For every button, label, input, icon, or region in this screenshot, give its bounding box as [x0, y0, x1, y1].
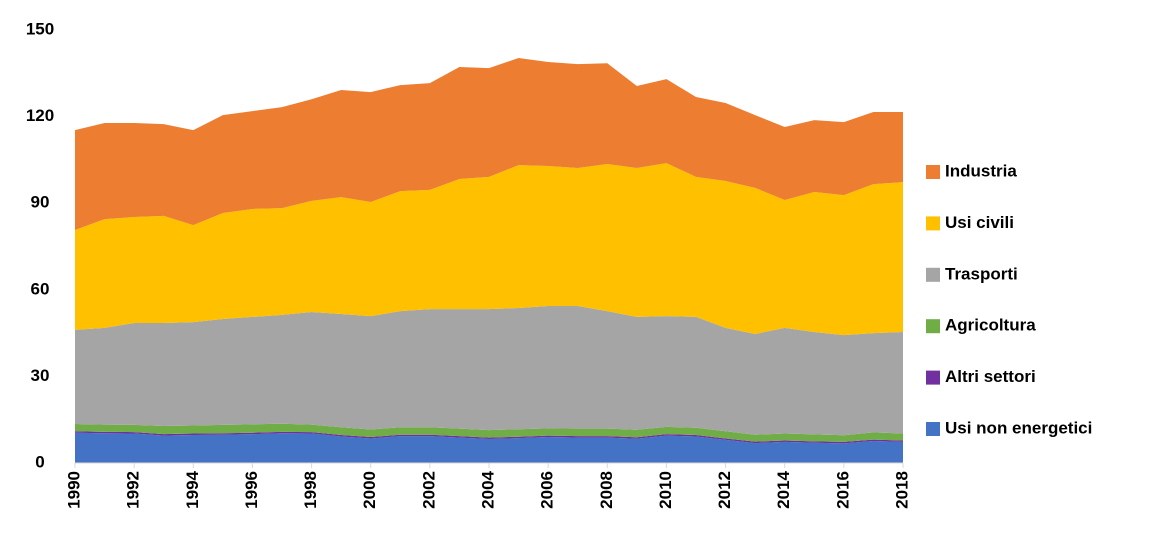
x-tick-label: 2016 [833, 471, 852, 509]
legend-swatch [926, 422, 940, 436]
legend-label: Usi civili [945, 213, 1014, 232]
area [75, 431, 903, 444]
area [75, 163, 903, 336]
x-tick-label: 2006 [538, 471, 557, 509]
legend-label: Altri settori [945, 367, 1036, 386]
area [75, 432, 903, 463]
y-tick-label: 90 [31, 193, 50, 212]
legend-label: Agricoltura [945, 316, 1036, 335]
x-tick-label: 2000 [360, 471, 379, 509]
x-tick-label: 2018 [892, 471, 911, 509]
x-tick-label: 2002 [419, 471, 438, 509]
y-tick-label: 150 [26, 19, 54, 38]
area [75, 423, 903, 442]
area [75, 58, 903, 231]
legend-swatch [926, 165, 940, 179]
legend-swatch [926, 267, 940, 282]
x-tick-label: 1996 [242, 471, 261, 509]
x-tick-label: 2014 [774, 470, 793, 508]
x-tick-label: 1998 [301, 471, 320, 509]
x-tick-label: 2012 [715, 471, 734, 509]
legend-label: Trasporti [945, 264, 1018, 283]
x-tick-label: 1994 [183, 470, 202, 508]
area [75, 305, 903, 436]
y-tick-label: 30 [31, 366, 50, 385]
x-tick-label: 2004 [478, 470, 497, 508]
x-tick-label: 1992 [124, 471, 143, 509]
y-tick-label: 60 [31, 279, 50, 298]
legend-swatch [926, 319, 940, 334]
x-tick-label: 1990 [64, 471, 83, 509]
x-tick-label: 2008 [597, 471, 616, 509]
y-tick-label: 0 [35, 452, 44, 471]
legend-swatch [926, 370, 940, 385]
legend-swatch [926, 216, 940, 231]
y-tick-label: 120 [26, 106, 54, 125]
legend-label: Industria [945, 161, 1017, 180]
x-tick-label: 2010 [656, 471, 675, 509]
legend-label: Usi non energetici [945, 418, 1092, 437]
